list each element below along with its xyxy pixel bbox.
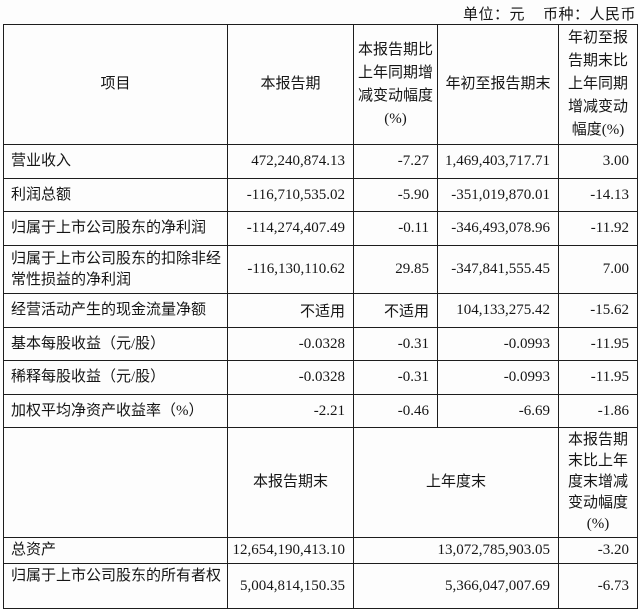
ytd-change-value: -14.13: [558, 178, 638, 212]
prior-year-end-value: 5,366,047,007.69: [353, 563, 559, 609]
current-change-value: -7.27: [353, 144, 438, 179]
row-label: 营业收入: [3, 144, 228, 179]
period-end-value: 12,654,190,413.10: [227, 537, 354, 564]
financial-summary-table: 项目 本报告期 本报告期比上年同期增减变动幅度(%) 年初至报告期末 年初至报告…: [3, 24, 638, 609]
row-label: 总资产: [3, 537, 228, 564]
col-header-ytd-change: 年初至报告期末比上年同期增减变动幅度(%): [558, 24, 638, 145]
table-row-net-profit: 归属于上市公司股东的净利润 -114,274,407.49 -0.11 -346…: [3, 211, 638, 246]
table-row-basic-eps: 基本每股收益（元/股） -0.0328 -0.31 -0.0993 -11.95: [3, 327, 638, 361]
ytd-value: -6.69: [437, 394, 559, 428]
current-change-value: -0.31: [353, 327, 438, 361]
table-row-owners-equity: 归属于上市公司股东的所有者权 5,004,814,150.35 5,366,04…: [3, 563, 638, 609]
ytd-change-value: -11.95: [558, 360, 638, 395]
row-label: 加权平均净资产收益率（%）: [3, 394, 228, 428]
table-row-weighted-avg-roe: 加权平均净资产收益率（%） -2.21 -0.46 -6.69 -1.86: [3, 394, 638, 428]
row-label: 利润总额: [3, 178, 228, 212]
current-change-value: -0.11: [353, 211, 438, 246]
prior-year-end-value: 13,072,785,903.05: [353, 537, 559, 564]
row-label: 归属于上市公司股东的净利润: [3, 211, 228, 246]
ytd-value: 104,133,275.42: [437, 293, 559, 328]
header-row-period-end: 本报告期末 上年度末 本报告期末比上年度末增减变动幅度(%): [3, 427, 638, 538]
ytd-change-value: 7.00: [558, 245, 638, 294]
row-label: 归属于上市公司股东的扣除非经常性损益的净利润: [3, 245, 228, 294]
period-end-change-value: -6.73: [558, 563, 638, 609]
unit-label: 单位：元: [462, 7, 525, 23]
current-value: -0.0328: [227, 360, 354, 395]
col-header-period-end-change: 本报告期末比上年度末增减变动幅度(%): [558, 427, 638, 538]
ytd-value: -347,841,555.45: [437, 245, 559, 294]
current-value: 不适用: [227, 293, 354, 328]
row-label: 经营活动产生的现金流量净额: [3, 293, 228, 328]
current-change-value: -5.90: [353, 178, 438, 212]
table-row-operating-cash-flow: 经营活动产生的现金流量净额 不适用 不适用 104,133,275.42 -15…: [3, 293, 638, 328]
current-value: 472,240,874.13: [227, 144, 354, 179]
col-header-prior-year-end: 上年度末: [353, 427, 559, 538]
col-header-current-period-change: 本报告期比上年同期增减变动幅度(%): [353, 24, 438, 145]
unit-currency-caption: 单位：元 币种：人民币: [0, 0, 640, 24]
col-header-ytd: 年初至报告期末: [437, 24, 559, 145]
ytd-value: -0.0993: [437, 360, 559, 395]
ytd-value: -0.0993: [437, 327, 559, 361]
col-header-period-end: 本报告期末: [227, 427, 354, 538]
current-change-value: -0.31: [353, 360, 438, 395]
table-row-total-profit: 利润总额 -116,710,535.02 -5.90 -351,019,870.…: [3, 178, 638, 212]
ytd-value: 1,469,403,717.71: [437, 144, 559, 179]
ytd-change-value: -11.95: [558, 327, 638, 361]
table-row-total-assets: 总资产 12,654,190,413.10 13,072,785,903.05 …: [3, 537, 638, 564]
row-label: 稀释每股收益（元/股）: [3, 360, 228, 395]
current-value: -116,130,110.62: [227, 245, 354, 294]
row-label: 归属于上市公司股东的所有者权: [3, 563, 228, 609]
col-header-current-period: 本报告期: [227, 24, 354, 145]
table-row-diluted-eps: 稀释每股收益（元/股） -0.0328 -0.31 -0.0993 -11.95: [3, 360, 638, 395]
current-change-value: 29.85: [353, 245, 438, 294]
current-value: -2.21: [227, 394, 354, 428]
ytd-change-value: -11.92: [558, 211, 638, 246]
header-row-period: 项目 本报告期 本报告期比上年同期增减变动幅度(%) 年初至报告期末 年初至报告…: [3, 24, 638, 145]
ytd-change-value: -1.86: [558, 394, 638, 428]
period-end-change-value: -3.20: [558, 537, 638, 564]
table-row-net-profit-excl-nonrecurring: 归属于上市公司股东的扣除非经常性损益的净利润 -116,130,110.62 2…: [3, 245, 638, 294]
table-row-revenue: 营业收入 472,240,874.13 -7.27 1,469,403,717.…: [3, 144, 638, 179]
current-change-value: -0.46: [353, 394, 438, 428]
current-value: -0.0328: [227, 327, 354, 361]
empty-cell: [3, 427, 228, 538]
current-value: -114,274,407.49: [227, 211, 354, 246]
row-label: 基本每股收益（元/股）: [3, 327, 228, 361]
current-change-value: 不适用: [353, 293, 438, 328]
col-header-item: 项目: [3, 24, 228, 145]
period-end-value: 5,004,814,150.35: [227, 563, 354, 609]
current-value: -116,710,535.02: [227, 178, 354, 212]
ytd-change-value: -15.62: [558, 293, 638, 328]
ytd-value: -351,019,870.01: [437, 178, 559, 212]
ytd-change-value: 3.00: [558, 144, 638, 179]
ytd-value: -346,493,078.96: [437, 211, 559, 246]
currency-label: 币种：人民币: [542, 7, 636, 23]
